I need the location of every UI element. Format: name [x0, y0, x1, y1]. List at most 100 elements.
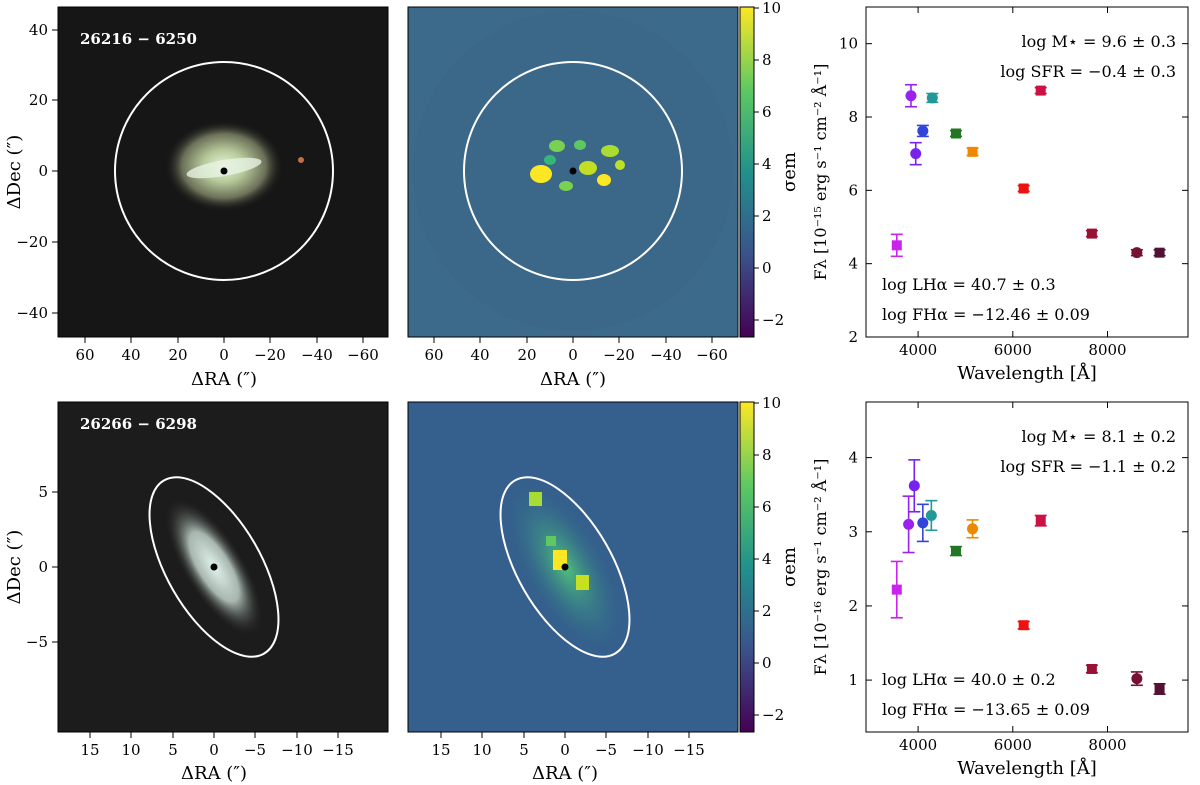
colorbar	[739, 401, 755, 733]
y-tick-label: 2	[848, 328, 858, 346]
colorbar-tick: 6	[762, 498, 772, 516]
image-x-ticks: 15 10 5 0 −5 −10 −15	[80, 732, 354, 759]
y-tick-label: −5	[26, 633, 48, 651]
y-tick-label: 10	[839, 35, 858, 53]
x-axis-label: ΔRA (″)	[532, 763, 598, 784]
data-point	[925, 509, 937, 521]
x-tick-label: 5	[519, 741, 529, 759]
y-tick-label: −20	[16, 233, 48, 251]
x-tick-label: 0	[568, 346, 578, 364]
image-x-ticks: 60 40 20 0 −20 −40 −60	[75, 337, 379, 364]
center-marker	[220, 167, 228, 175]
data-point	[908, 480, 920, 492]
x-tick-label: 15	[431, 741, 450, 759]
x-tick-label: 40	[121, 346, 140, 364]
data-point	[950, 128, 961, 139]
stellar-mass-label: log M⋆ = 9.6 ± 0.3	[1021, 32, 1176, 51]
sfr-label: log SFR = −1.1 ± 0.2	[1000, 457, 1176, 476]
x-tick-label: −15	[673, 741, 705, 759]
colorbar-label: σem	[779, 547, 800, 587]
colorbar-tick: 0	[762, 259, 772, 277]
emission-panel-bottom: 15 10 5 0 −5 −10 −15 ΔRA (″)	[407, 401, 739, 784]
y-tick-label: 8	[848, 108, 858, 126]
data-point	[1035, 85, 1046, 96]
y-tick-label: 0	[38, 558, 48, 576]
halpha-flux-label: log FHα = −13.65 ± 0.09	[882, 700, 1090, 719]
center-marker	[569, 167, 577, 175]
x-tick-label: −40	[301, 346, 333, 364]
x-tick-label: 4000	[899, 341, 937, 359]
data-point	[905, 90, 917, 102]
x-axis-label: Wavelength [Å]	[957, 362, 1097, 384]
background-source	[298, 157, 304, 163]
x-axis-label: ΔRA (″)	[540, 369, 606, 390]
y-tick-label: 4	[848, 449, 858, 467]
data-point	[1018, 620, 1029, 631]
y-tick-label: 20	[29, 91, 48, 109]
halpha-flux-label: log FHα = −12.46 ± 0.09	[882, 305, 1090, 324]
y-tick-label: 0	[38, 162, 48, 180]
data-point	[1018, 183, 1029, 194]
x-tick-label: 20	[168, 346, 187, 364]
data-point	[1154, 683, 1165, 694]
colorbar-tick: 2	[762, 602, 772, 620]
x-tick-label: 60	[424, 346, 443, 364]
data-point	[1086, 228, 1097, 239]
x-tick-label: −60	[696, 346, 728, 364]
aperture-circle	[463, 61, 683, 281]
y-tick-label: 1	[848, 671, 858, 689]
x-tick-label: 15	[80, 741, 99, 759]
colorbar-tick: 6	[762, 103, 772, 121]
y-tick-label: 40	[29, 21, 48, 39]
emission-panel-top: 60 40 20 0 −20 −40 −60 ΔRA (″)	[407, 6, 739, 390]
image-frame	[57, 6, 389, 338]
x-tick-label: −40	[650, 346, 682, 364]
center-marker	[210, 563, 218, 571]
emission-blobs	[530, 140, 625, 191]
x-tick-label: 6000	[994, 736, 1032, 754]
data-point	[926, 92, 938, 104]
data-point	[1086, 663, 1097, 674]
colorbar-tick: −2	[762, 706, 784, 724]
x-tick-label: −5	[244, 741, 266, 759]
center-marker	[561, 563, 569, 571]
x-tick-label: 20	[517, 346, 536, 364]
halpha-luminosity-label: log LHα = 40.7 ± 0.3	[882, 275, 1056, 294]
data-point	[903, 518, 915, 530]
x-tick-label: 40	[470, 346, 489, 364]
colorbar-tick: 8	[762, 446, 772, 464]
colorbar-tick: 10	[762, 0, 781, 17]
data-point	[910, 148, 922, 160]
x-tick-label: −10	[632, 741, 664, 759]
x-axis-label: ΔRA (″)	[181, 763, 247, 784]
sed-chart-bottom: 4000 6000 8000 1 2 3 4 Wavelength [Å] Fλ [10⁻¹⁶ …	[810, 401, 1189, 779]
data-point	[917, 517, 929, 529]
colorbar-tick: −2	[762, 311, 784, 329]
x-tick-label: −20	[254, 346, 286, 364]
data-point	[950, 546, 961, 557]
x-tick-label: −10	[281, 741, 313, 759]
galaxy-id-label: 26216 − 6250	[80, 30, 197, 48]
y-tick-label: 3	[848, 523, 858, 541]
colorbar	[739, 6, 755, 338]
x-tick-label: 10	[121, 741, 140, 759]
colorbar-tick: 4	[762, 155, 772, 173]
data-point	[967, 146, 978, 157]
y-axis-label: ΔDec (″)	[4, 135, 25, 210]
sfr-label: log SFR = −0.4 ± 0.3	[1000, 62, 1176, 81]
x-tick-label: −20	[603, 346, 635, 364]
y-axis-label: Fλ [10⁻¹⁵ erg s⁻¹ cm⁻² Å⁻¹]	[810, 64, 830, 281]
data-point	[1154, 247, 1165, 258]
sed-chart-top: 4000 6000 8000 2 4 6 8 10 Wavelength [Å] Fλ [10⁻¹…	[810, 6, 1189, 384]
y-axis-label: Fλ [10⁻¹⁶ erg s⁻¹ cm⁻² Å⁻¹]	[810, 459, 830, 676]
y-tick-label: −40	[16, 304, 48, 322]
emission-x-ticks: 15 10 5 0 −5 −10 −15	[431, 732, 705, 759]
colorbar-tick: 8	[762, 51, 772, 69]
galaxy-id-label: 26266 − 6298	[80, 415, 197, 433]
colorbar-top: 10 8 6 4 2 0 −2 σem	[739, 0, 800, 338]
colorbar-tick: 4	[762, 550, 772, 568]
y-tick-label: 6	[848, 181, 858, 199]
x-tick-label: 0	[209, 741, 219, 759]
y-tick-label: 2	[848, 597, 858, 615]
